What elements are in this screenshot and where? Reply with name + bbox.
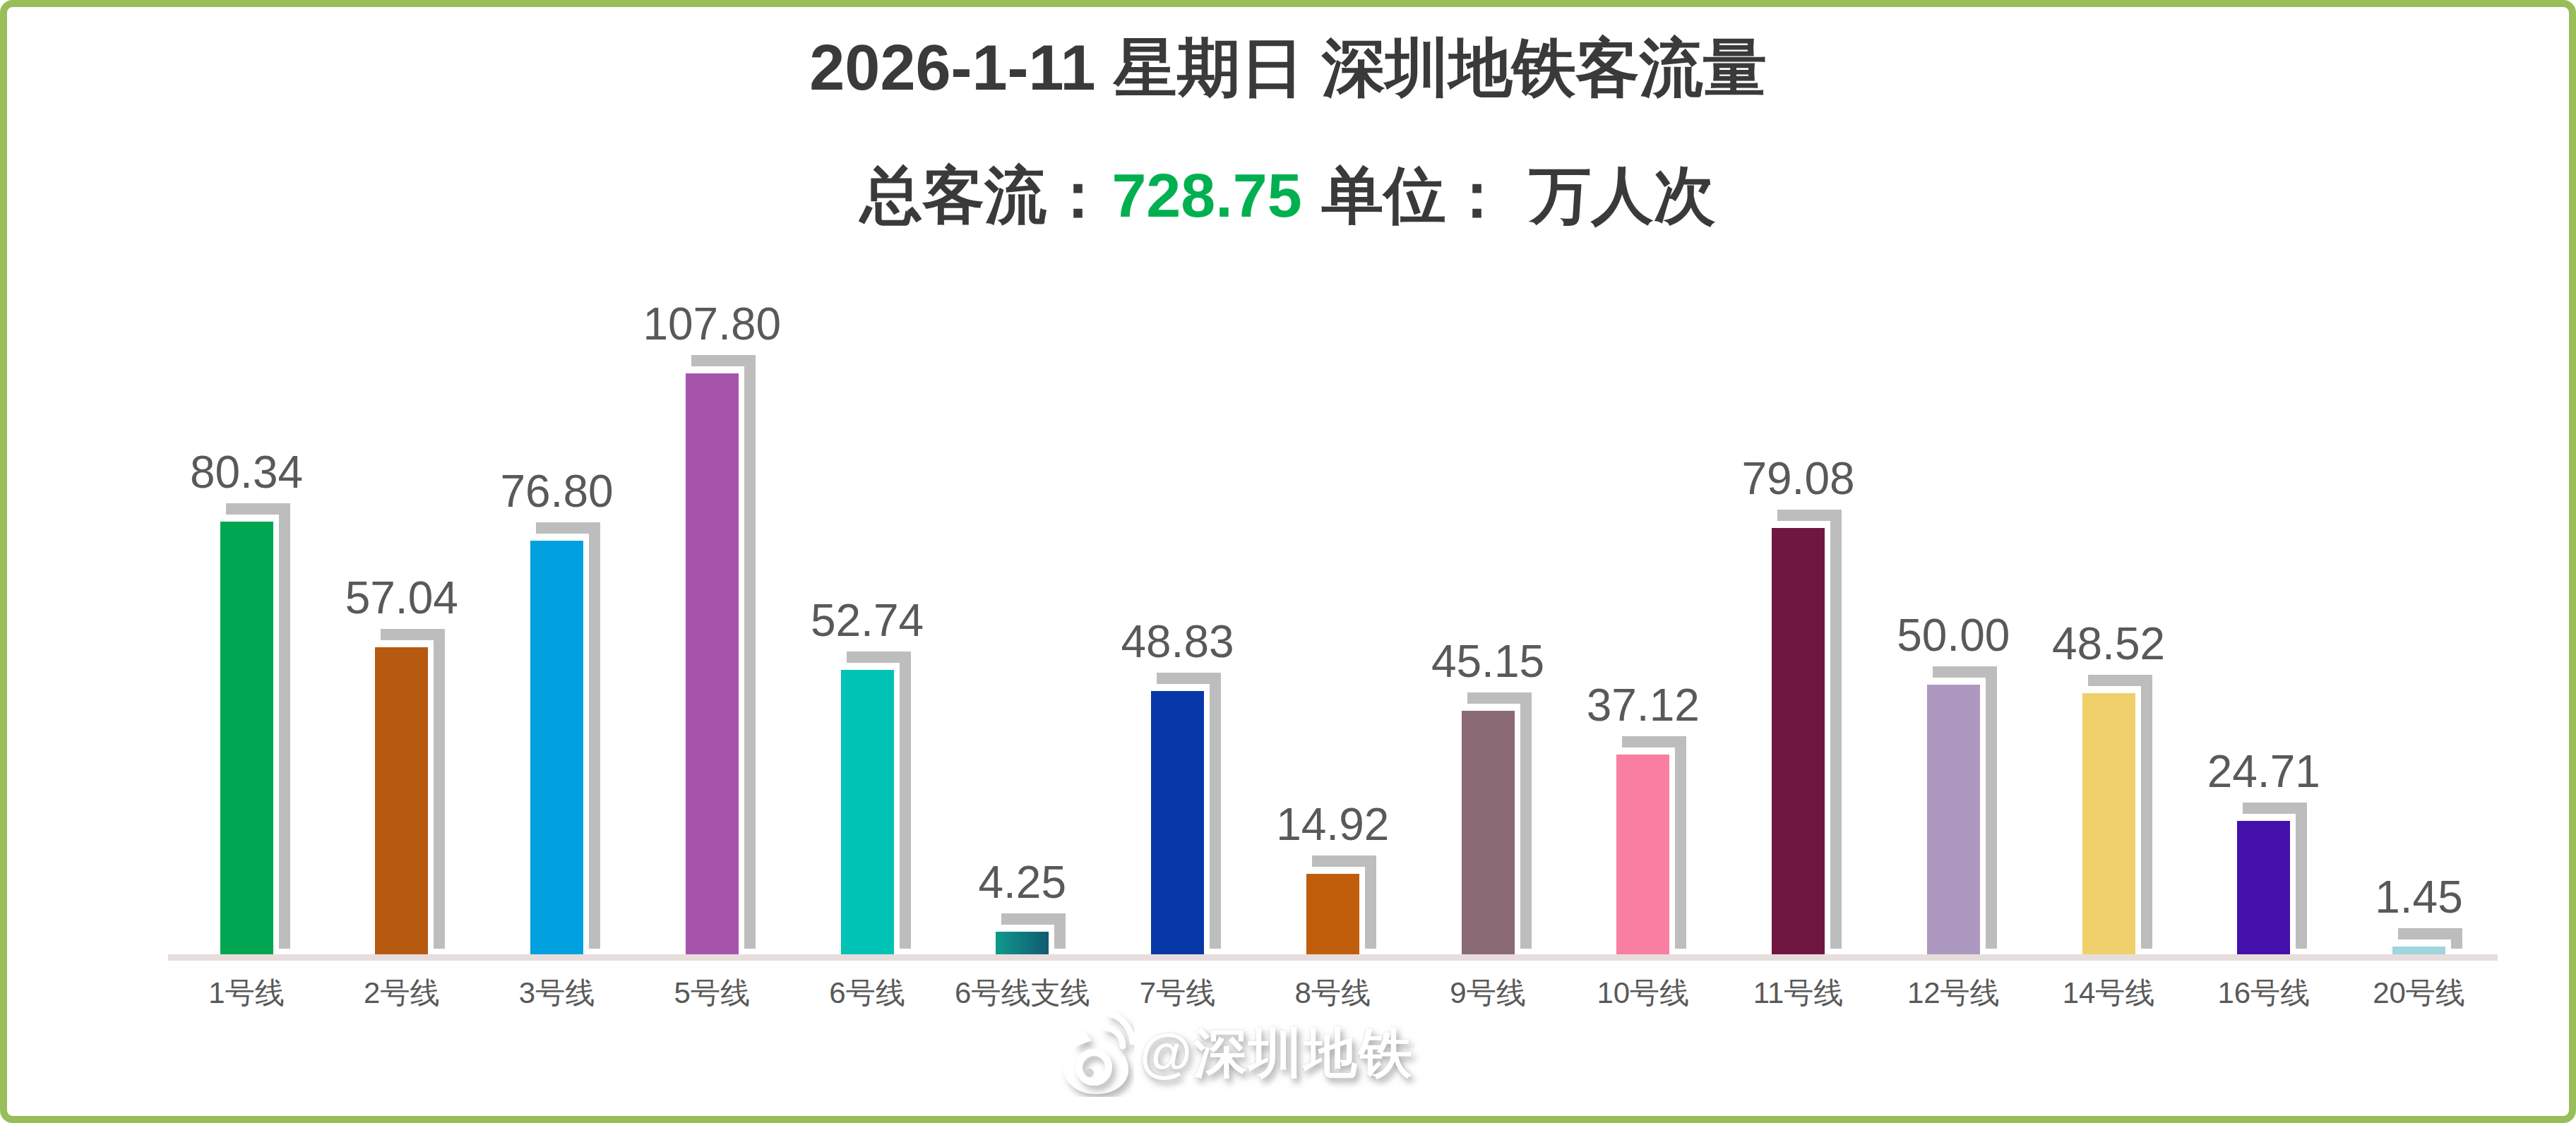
bar-value-label: 1.45	[2375, 875, 2463, 920]
bar-shadow-top	[1467, 692, 1532, 704]
bar-shadow-top	[381, 629, 445, 640]
bar-shadow-right	[2141, 686, 2152, 949]
x-axis-label-10号线: 10号线	[1597, 978, 1689, 1008]
bar-value-label: 80.34	[190, 450, 303, 495]
bar-value-label: 76.80	[500, 469, 613, 514]
bar-shadow-top	[2243, 803, 2307, 814]
bar-shadow-top	[226, 503, 290, 515]
total-value: 728.75	[1111, 160, 1301, 230]
bar-shadow-top	[1933, 666, 1997, 678]
bar-14号线	[2082, 693, 2135, 954]
x-axis-label-11号线: 11号线	[1753, 978, 1844, 1008]
bar-8号线	[1306, 874, 1359, 954]
x-axis-label-12号线: 12号线	[1907, 978, 2000, 1008]
bar-1号线	[220, 522, 273, 954]
x-axis-label-8号线: 8号线	[1295, 978, 1371, 1008]
bar-shadow-right	[744, 366, 756, 949]
bar-shadow-top	[1622, 736, 1686, 747]
bar-shadow-top	[1777, 510, 1842, 521]
unit-value: 万人次	[1530, 160, 1716, 230]
bar-16号线	[2237, 821, 2290, 954]
bar-value-label: 37.12	[1587, 683, 1700, 728]
bar-value-label: 79.08	[1741, 456, 1854, 501]
x-axis-label-3号线: 3号线	[519, 978, 595, 1008]
bar-shadow-right	[2296, 814, 2307, 949]
bar-shadow-right	[1830, 521, 1842, 949]
x-axis-label-16号线: 16号线	[2217, 978, 2310, 1008]
bar-value-label: 57.04	[345, 575, 458, 620]
bar-9号线	[1462, 711, 1515, 954]
x-axis-label-5号线: 5号线	[674, 978, 750, 1008]
chart-title: 2026-1-11 星期日 深圳地铁客流量	[0, 30, 2576, 106]
bar-3号线	[530, 541, 583, 954]
bar-5号线	[686, 373, 739, 954]
x-axis-label-6号线支线: 6号线支线	[955, 978, 1090, 1008]
bar-value-label: 50.00	[1897, 613, 2010, 658]
x-axis-label-1号线: 1号线	[208, 978, 284, 1008]
bar-shadow-right	[1054, 925, 1066, 949]
bar-shadow-right	[434, 640, 445, 949]
bar-10号线	[1616, 755, 1669, 954]
chart-page: 2026-1-11 星期日 深圳地铁客流量 总客流：728.75 单位： 万人次 8…	[0, 0, 2576, 1123]
bar-shadow-right	[900, 663, 911, 949]
bar-shadow-right	[1986, 678, 1997, 949]
bar-2号线	[375, 647, 428, 955]
bar-value-label: 107.80	[643, 301, 781, 347]
bar-20号线	[2392, 947, 2445, 954]
bar-shadow-right	[1210, 684, 1221, 949]
bar-shadow-top	[1001, 913, 1066, 925]
bar-value-label: 48.52	[2052, 621, 2165, 666]
unit-label: 单位：	[1322, 160, 1508, 230]
bar-shadow-right	[1365, 867, 1376, 949]
bar-shadow-top	[1157, 673, 1221, 684]
bar-shadow-top	[847, 651, 911, 663]
bar-value-label: 45.15	[1431, 639, 1544, 684]
bar-11号线	[1772, 528, 1825, 954]
bar-shadow-right	[1520, 704, 1532, 949]
bar-value-label: 52.74	[811, 598, 924, 643]
bar-value-label: 14.92	[1276, 802, 1389, 847]
bar-shadow-top	[691, 355, 756, 366]
bar-shadow-top	[2088, 675, 2152, 686]
bar-shadow-top	[2398, 928, 2462, 939]
bar-shadow-top	[1312, 855, 1376, 867]
bar-shadow-right	[279, 515, 290, 949]
total-label: 总客流：	[860, 160, 1109, 230]
x-axis-line	[168, 954, 2498, 961]
bar-value-label: 24.71	[2207, 749, 2320, 794]
watermark: @深圳地铁	[1061, 1011, 1414, 1097]
weibo-icon	[1061, 1011, 1134, 1097]
x-axis-label-14号线: 14号线	[2063, 978, 2155, 1008]
bar-shadow-right	[1675, 747, 1686, 949]
x-axis-label-20号线: 20号线	[2373, 978, 2465, 1008]
bar-6号线	[841, 670, 894, 954]
bar-shadow-top	[536, 522, 600, 534]
bar-value-label: 48.83	[1121, 619, 1234, 664]
chart-subtitle: 总客流：728.75 单位： 万人次	[0, 158, 2576, 233]
x-axis-label-7号线: 7号线	[1140, 978, 1215, 1008]
bar-shadow-right	[2451, 939, 2462, 949]
bar-shadow-right	[589, 534, 600, 949]
bar-value-label: 4.25	[978, 860, 1066, 905]
bar-12号线	[1927, 685, 1980, 954]
bar-6号线支线	[996, 932, 1049, 954]
watermark-text: @深圳地铁	[1140, 1018, 1414, 1091]
x-axis-label-9号线: 9号线	[1450, 978, 1525, 1008]
bar-7号线	[1151, 691, 1204, 954]
x-axis-label-2号线: 2号线	[364, 978, 439, 1008]
x-axis-label-6号线: 6号线	[829, 978, 905, 1008]
